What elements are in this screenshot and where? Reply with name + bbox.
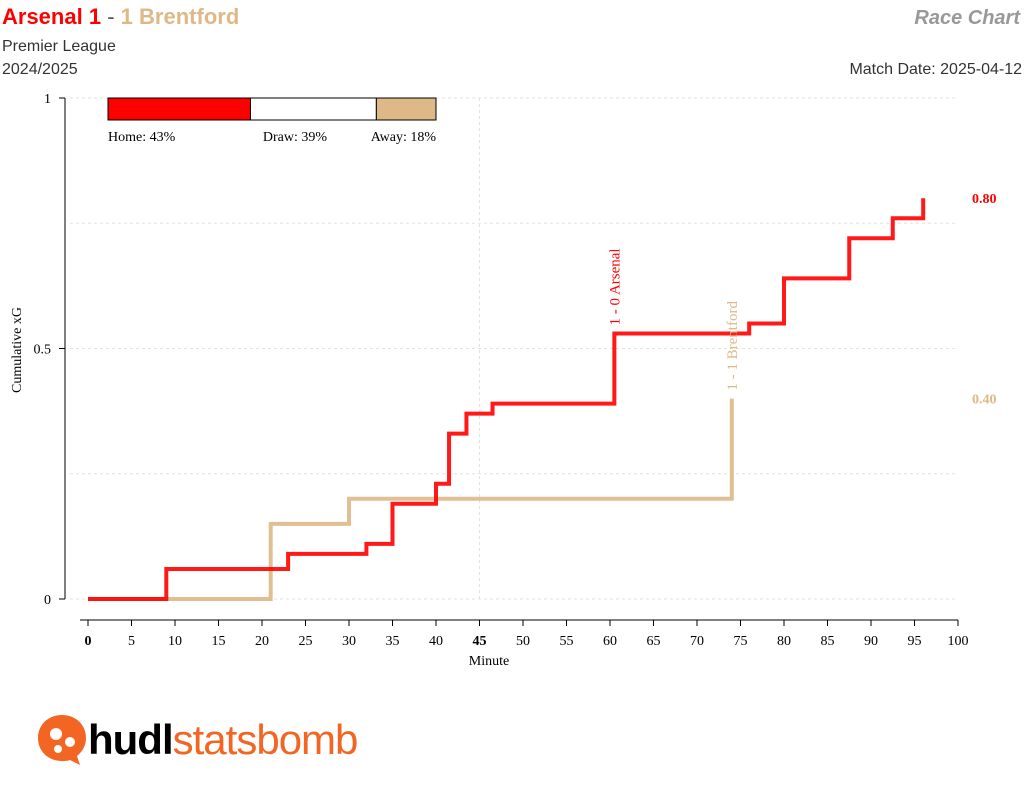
home-score: 1 [88,4,102,29]
win-probability-segment [375,97,437,121]
logo-text-statsbomb: statsbomb [172,716,359,763]
score-separator: - [107,4,115,29]
away-team-name: Brentford [139,4,240,29]
race-chart: 0 5 10 15 20 25 30 35 40 45 50 55 60 65 70 75 80 85 90 95 10… [10,92,997,669]
x-tick-label: 65 [647,634,661,649]
x-tick-label: 60 [603,634,617,649]
y-tick-label: 0 [44,593,51,608]
goal-annotation: 1 - 1 Brentford [725,301,741,391]
x-tick-label: 100 [948,634,969,649]
x-tick-label: 70 [690,634,704,649]
win-probability-label: Away: 18% [371,130,437,145]
win-probability-label: Home: 43% [108,130,176,145]
x-tick-label: 95 [908,634,922,649]
final-xg-label-arsenal: 0.80 [972,192,997,207]
y-tick-label: 0.5 [34,343,52,358]
win-probability-label: Draw: 39% [263,130,327,145]
x-tick-label: 5 [128,634,135,649]
x-tick-label: 45 [473,634,487,649]
x-tick-label: 50 [516,634,530,649]
x-axis-label: Minute [469,654,509,669]
chart-type-label: Race Chart [914,7,1020,29]
win-probability-segment [249,97,377,121]
x-tick-label: 20 [255,634,269,649]
goal-annotation: 1 - 0 Arsenal [607,248,623,325]
statsbomb-logo-icon [38,715,86,765]
x-tick-label: 15 [212,634,226,649]
final-xg-label-brentford: 0.40 [972,393,997,408]
xg-line-arsenal [88,198,926,601]
home-team-name: Arsenal [2,4,83,29]
win-probability-segment [107,97,251,121]
competition-name: Premier League [2,38,116,55]
x-tick-label: 30 [342,634,356,649]
hudl-statsbomb-logo: hudl statsbomb [36,712,359,768]
season-label: 2024/2025 [2,61,78,78]
x-tick-label: 80 [777,634,791,649]
x-tick-label: 0 [85,634,92,649]
x-tick-label: 35 [386,634,400,649]
logo-text-hudl: hudl [88,716,174,763]
match-title: Arsenal 1 - 1 Brentford [2,4,239,30]
match-date: Match Date: 2025-04-12 [849,61,1022,78]
x-tick-label: 40 [429,634,443,649]
y-tick-label: 1 [44,92,51,107]
x-tick-label: 90 [864,634,878,649]
x-tick-label: 55 [560,634,574,649]
x-tick-label: 10 [168,634,182,649]
x-tick-label: 85 [821,634,835,649]
x-tick-label: 25 [299,634,313,649]
y-axis-label: Cumulative xG [10,307,25,393]
away-score: 1 [120,4,133,29]
x-tick-label: 75 [734,634,748,649]
xg-line-brentford [88,398,734,601]
